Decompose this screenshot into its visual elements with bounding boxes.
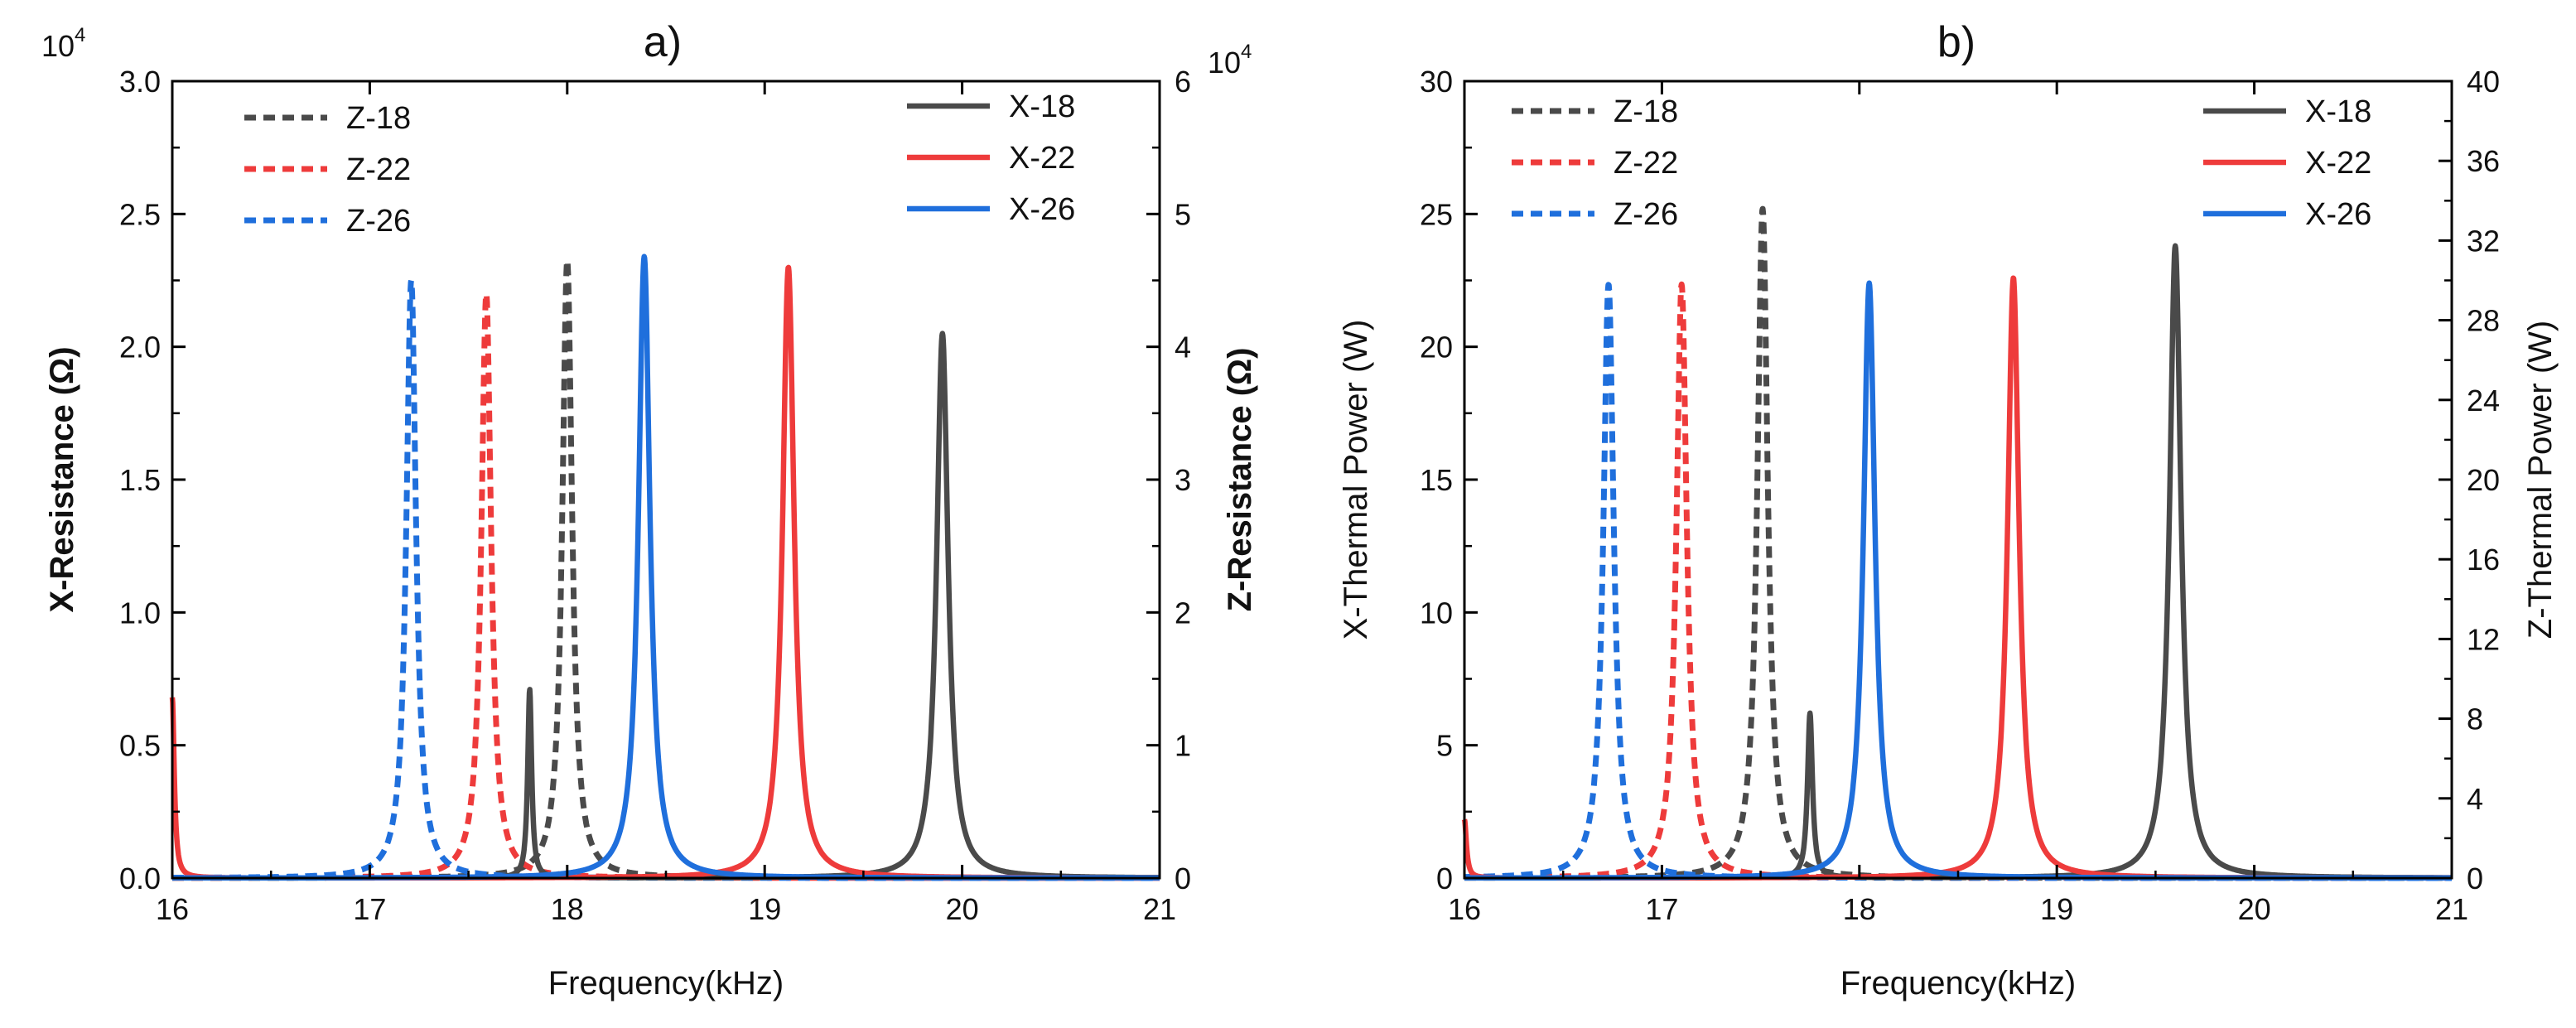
series-line-z-22 [1462, 281, 2454, 881]
x-tick-label: 21 [2435, 892, 2468, 926]
x-tick-label: 16 [156, 892, 189, 926]
y-left-tick-label: 1.5 [119, 463, 161, 497]
x-tick-label: 18 [1843, 892, 1876, 926]
legend-label-z-22: Z-22 [1614, 146, 1678, 181]
y-left-tick-label: 0.0 [119, 861, 161, 895]
x-tick-label: 20 [946, 892, 979, 926]
legend-label-z-26: Z-26 [1614, 197, 1678, 232]
series-line-x-26 [170, 253, 1162, 881]
y-right-tick-label: 12 [2467, 622, 2500, 656]
y-left-multiplier-base: 10 [41, 29, 75, 63]
y-right-axis-title: Z-Resistance (Ω) [1222, 348, 1258, 612]
y-right-tick-label: 36 [2467, 144, 2500, 178]
x-tick-label: 16 [1448, 892, 1481, 926]
legend-label-x-18: X-18 [2305, 94, 2371, 129]
legend-right: X-18 X-22 X-26 [907, 89, 1075, 227]
y-right-multiplier-exponent: 4 [1241, 41, 1252, 63]
y-right-tick-label: 3 [1175, 463, 1191, 497]
y-right-tick-label: 32 [2467, 224, 2500, 258]
series-line-z-22 [170, 291, 1162, 881]
y-left-tick-label: 2.5 [119, 197, 161, 231]
y-left-tick-label: 15 [1420, 463, 1453, 497]
y-left-tick-label: 3.0 [119, 65, 161, 99]
y-right-tick-label: 20 [2467, 463, 2500, 497]
y-left-tick-label: 0.5 [119, 729, 161, 763]
y-left-tick-label: 5 [1436, 729, 1453, 763]
legend-right: X-18 X-22 X-26 [2203, 94, 2371, 232]
y-right-tick-label: 40 [2467, 65, 2500, 99]
x-tick-label: 17 [1645, 892, 1678, 926]
y-left-multiplier-exponent: 4 [75, 24, 85, 46]
legend-label-x-18: X-18 [1009, 89, 1075, 124]
series-line-z-26 [1462, 282, 2454, 881]
y-right-tick-label: 5 [1175, 197, 1191, 231]
y-right-tick-label: 16 [2467, 543, 2500, 577]
legend-left: Z-18 Z-22 Z-26 [1512, 94, 1678, 232]
y-right-multiplier: 104 [1208, 41, 1252, 80]
y-right-tick-label: 28 [2467, 304, 2500, 338]
y-right-tick-label: 8 [2467, 702, 2483, 736]
y-left-axis-title: X-Thermal Power (W) [1338, 320, 1374, 640]
data-series-group [169, 253, 1162, 881]
y-left-axis-title: X-Resistance (Ω) [44, 346, 80, 612]
legend-label-z-18: Z-18 [346, 101, 411, 136]
y-right-tick-label: 6 [1175, 65, 1191, 99]
chart-panel-b: 16 17 18 19 20 210510152025300481216202428323… [1338, 18, 2559, 1001]
series-line-z-18 [170, 257, 1162, 881]
y-right-tick-label: 1 [1175, 729, 1191, 763]
y-left-tick-label: 0 [1436, 861, 1453, 895]
data-series-group [1461, 205, 2454, 881]
series-line-z-26 [170, 278, 1162, 881]
x-tick-label: 19 [748, 892, 781, 926]
y-right-tick-label: 24 [2467, 384, 2500, 417]
y-left-tick-label: 25 [1420, 197, 1453, 231]
y-left-tick-label: 30 [1420, 65, 1453, 99]
y-right-tick-label: 4 [1175, 331, 1191, 364]
series-line-x-22 [1461, 275, 2454, 881]
panel-label: b) [1937, 18, 1975, 66]
legend-label-x-26: X-26 [2305, 197, 2371, 232]
legend-label-x-26: X-26 [1009, 192, 1075, 227]
y-right-tick-label: 0 [2467, 861, 2483, 895]
legend-label-x-22: X-22 [1009, 141, 1075, 176]
y-right-tick-label: 4 [2467, 782, 2483, 816]
series-line-x-22 [169, 264, 1162, 881]
x-tick-label: 18 [551, 892, 584, 926]
series-line-x-18 [170, 331, 1162, 881]
y-right-multiplier-base: 10 [1208, 46, 1241, 80]
y-left-tick-label: 2.0 [119, 331, 161, 364]
x-tick-label: 21 [1143, 892, 1176, 926]
x-tick-label: 17 [353, 892, 386, 926]
legend-label-z-26: Z-26 [346, 204, 411, 239]
y-left-tick-label: 1.0 [119, 596, 161, 630]
y-right-tick-label: 0 [1175, 861, 1191, 895]
legend-label-z-18: Z-18 [1614, 94, 1678, 129]
y-right-axis-title: Z-Thermal Power (W) [2522, 321, 2559, 639]
y-left-tick-label: 10 [1420, 596, 1453, 630]
legend-label-z-22: Z-22 [346, 152, 411, 187]
panel-label: a) [644, 18, 682, 66]
x-tick-label: 19 [2040, 892, 2073, 926]
x-axis-title: Frequency(kHz) [1840, 965, 2077, 1001]
x-tick-label: 20 [2238, 892, 2271, 926]
y-left-tick-label: 20 [1420, 331, 1453, 364]
legend-label-x-22: X-22 [2305, 146, 2371, 181]
legend-left: Z-18 Z-22 Z-26 [244, 101, 411, 239]
chart-panel-a: 16 17 18 19 20 21 0.0 0.5 1.0 1.5 2.0 2.5 3.0 0 1 2 3 4 5 6… [41, 18, 1258, 1001]
x-axis-title: Frequency(kHz) [548, 965, 784, 1001]
y-left-multiplier: 104 [41, 24, 85, 63]
y-right-tick-label: 2 [1175, 596, 1191, 630]
series-line-x-26 [1462, 280, 2454, 881]
